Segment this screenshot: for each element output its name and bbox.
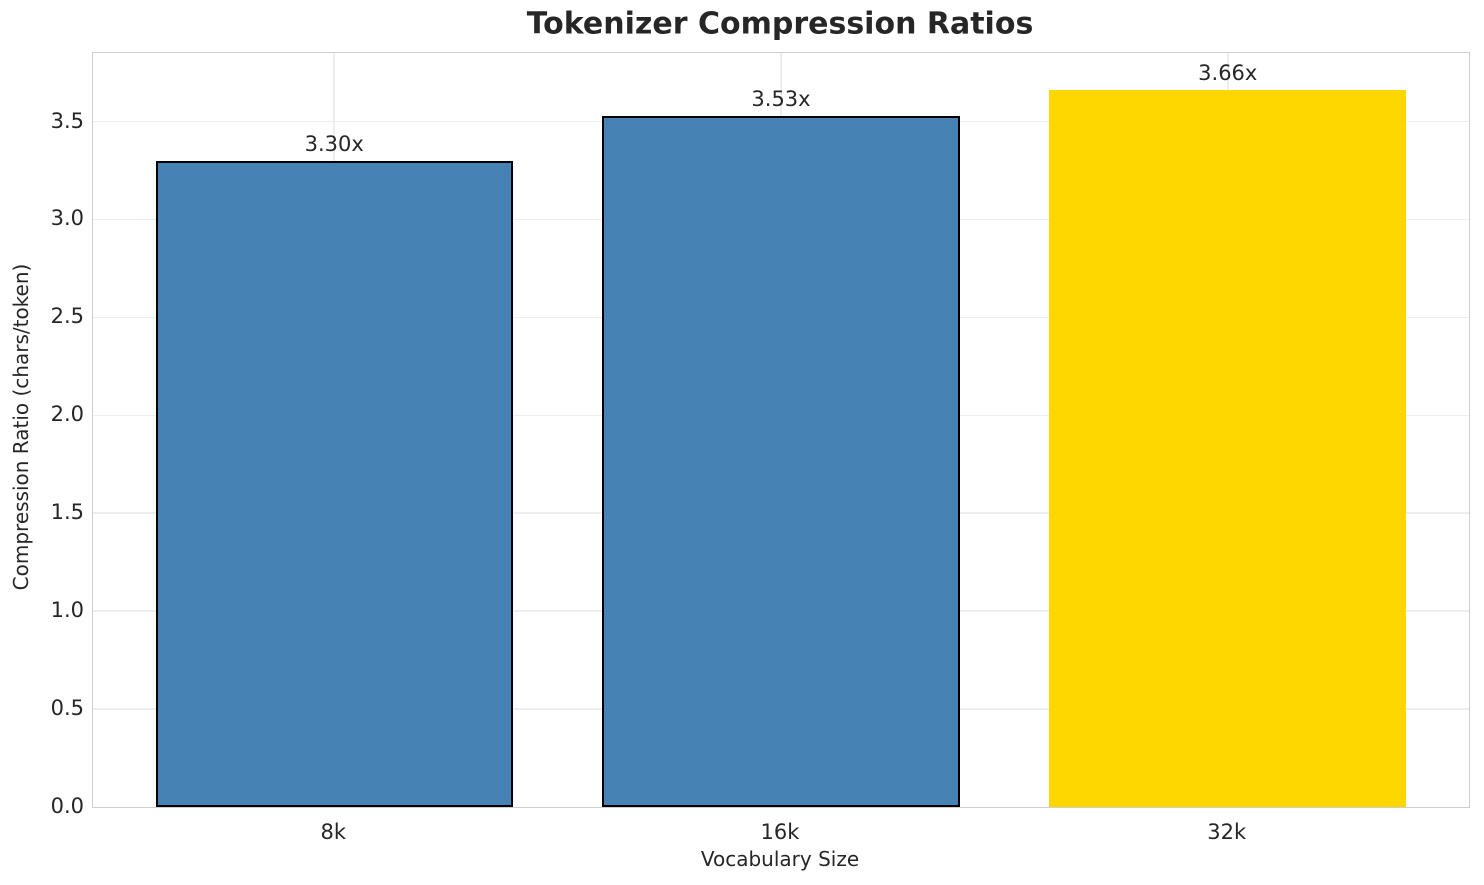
plot-area: 3.30x 3.53x 3.66x xyxy=(92,52,1470,808)
x-tick-label: 16k xyxy=(760,820,800,844)
y-tick-label: 3.5 xyxy=(50,108,84,133)
y-tick-label: 0.5 xyxy=(50,696,84,721)
x-axis-label: Vocabulary Size xyxy=(700,847,860,871)
y-tick-label: 1.0 xyxy=(50,598,84,623)
bar-8k xyxy=(155,160,513,807)
x-tick-label: 8k xyxy=(320,820,346,844)
y-tick-label: 2.5 xyxy=(50,304,84,329)
y-tick-label: 1.5 xyxy=(50,500,84,525)
bar-value-label: 3.30x xyxy=(304,131,364,156)
bar-value-label: 3.53x xyxy=(751,86,811,111)
y-tick-label: 0.0 xyxy=(50,794,84,818)
bar-value-label: 3.66x xyxy=(1198,61,1258,86)
y-tick-label: 2.0 xyxy=(50,402,84,427)
bar-16k xyxy=(602,115,960,807)
x-tick-label: 32k xyxy=(1207,820,1247,844)
y-tick-label: 3.0 xyxy=(50,206,84,231)
y-axis-label: Compression Ratio (chars/token) xyxy=(9,263,33,591)
chart-title: Tokenizer Compression Ratios xyxy=(526,6,1034,42)
bar-32k xyxy=(1049,90,1407,807)
